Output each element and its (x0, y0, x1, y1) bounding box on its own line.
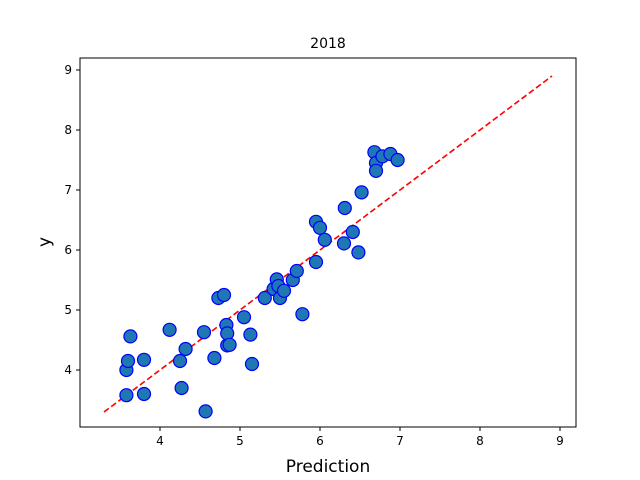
x-axis-label: Prediction (286, 457, 370, 477)
x-tick-label: 9 (556, 434, 564, 448)
chart-title: 2018 (310, 36, 346, 52)
data-point (345, 224, 360, 240)
data-point (317, 232, 332, 247)
data-point (368, 163, 384, 178)
plot-frame (79, 57, 577, 428)
data-point (257, 290, 272, 306)
data-point (120, 353, 136, 369)
x-tick-label: 7 (396, 434, 404, 448)
data-point (236, 310, 252, 325)
x-tick-label: 4 (156, 434, 164, 448)
x-tick-label: 8 (476, 434, 484, 448)
y-tick-label: 7 (64, 183, 72, 197)
data-point (162, 322, 177, 337)
y-tick-label: 9 (64, 63, 72, 77)
data-point (276, 283, 292, 298)
data-point (196, 325, 212, 340)
data-point (136, 386, 152, 402)
data-point (207, 350, 222, 366)
y-tick-label: 5 (64, 303, 72, 317)
data-point (220, 326, 235, 341)
data-point (390, 152, 405, 168)
y-axis-label: y (35, 237, 55, 247)
data-point (312, 220, 328, 235)
y-tick-label: 4 (64, 363, 72, 377)
y-tick-label: 6 (64, 243, 72, 257)
data-point (123, 329, 138, 344)
data-point (244, 356, 260, 372)
data-point (136, 352, 152, 367)
y-tick-label: 8 (64, 123, 72, 137)
data-point (178, 341, 193, 357)
data-point (172, 353, 188, 369)
plot-area (103, 75, 553, 419)
data-point (222, 337, 237, 352)
data-point (295, 307, 310, 322)
x-tick-label: 6 (316, 434, 324, 448)
data-point (174, 380, 189, 396)
data-point (243, 327, 258, 342)
data-point (198, 404, 213, 419)
x-tick-label: 5 (236, 434, 244, 448)
data-point (289, 263, 304, 279)
data-point (119, 388, 134, 403)
axis-ticks: 4 5 6 7 8 9 4 5 6 7 8 9 (64, 63, 563, 448)
data-point (354, 185, 369, 200)
data-point (336, 236, 352, 251)
data-point (216, 287, 232, 303)
data-point (351, 245, 366, 260)
data-point (337, 200, 352, 216)
data-point (308, 254, 324, 270)
